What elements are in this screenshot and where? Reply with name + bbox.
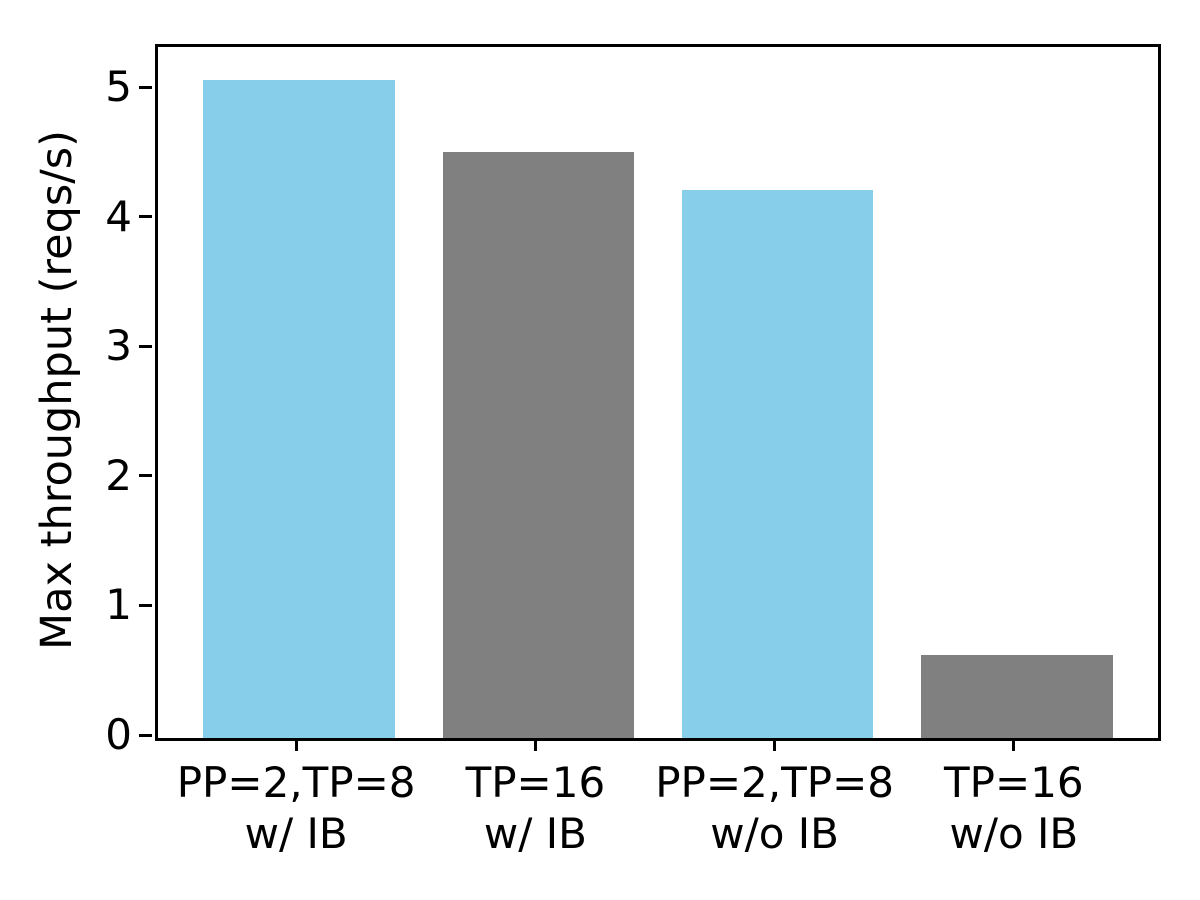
bar-3 (921, 655, 1113, 738)
y-tick-label-4: 4 (105, 191, 132, 241)
x-tick-label-2-line1: PP=2,TP=8 (655, 758, 895, 807)
x-tick-label-0: PP=2,TP=8 w/ IB (166, 757, 426, 859)
x-tick-label-1: TP=16 w/ IB (405, 757, 665, 859)
y-tick-mark-5 (139, 85, 152, 89)
plot-area (155, 44, 1161, 741)
x-tick-mark-2 (773, 738, 777, 751)
y-tick-label-2: 2 (105, 450, 132, 500)
y-tick-label-5: 5 (105, 62, 132, 112)
x-tick-label-1-line2: w/ IB (483, 809, 587, 858)
y-tick-mark-1 (139, 603, 152, 607)
y-tick-mark-3 (139, 344, 152, 348)
y-tick-label-0: 0 (105, 710, 132, 759)
bar-0 (203, 79, 395, 738)
x-tick-mark-1 (533, 738, 537, 751)
x-tick-label-3-line2: w/o IB (949, 809, 1079, 858)
bar-2 (681, 190, 874, 738)
x-tick-label-1-line1: TP=16 (465, 758, 606, 807)
y-tick-mark-2 (139, 474, 152, 478)
x-tick-label-2: PP=2,TP=8 w/o IB (645, 757, 905, 859)
y-tick-label-1: 1 (105, 580, 132, 630)
x-tick-label-3-line1: TP=16 (944, 758, 1084, 807)
bar-1 (442, 152, 635, 738)
x-tick-label-0-line1: PP=2,TP=8 (176, 758, 416, 807)
x-tick-mark-3 (1012, 738, 1016, 751)
x-tick-label-0-line2: w/ IB (244, 809, 348, 858)
y-tick-label-3: 3 (105, 321, 132, 371)
y-tick-mark-0 (139, 733, 152, 737)
y-tick-mark-4 (139, 215, 152, 219)
x-tick-mark-0 (294, 738, 298, 751)
x-tick-label-2-line2: w/o IB (710, 809, 839, 858)
x-tick-label-3: TP=16 w/o IB (884, 757, 1144, 859)
